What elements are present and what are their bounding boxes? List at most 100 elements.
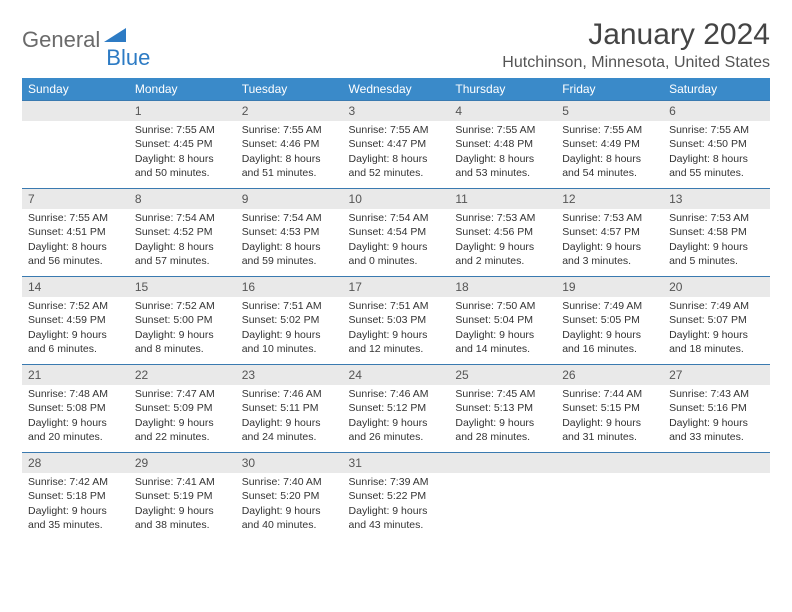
- day-details: Sunrise: 7:48 AMSunset: 5:08 PMDaylight:…: [22, 385, 129, 448]
- day-details: Sunrise: 7:54 AMSunset: 4:53 PMDaylight:…: [236, 209, 343, 272]
- day-number: 2: [236, 100, 343, 121]
- weekday-header: Tuesday: [236, 78, 343, 100]
- sunset-line: Sunset: 4:57 PM: [562, 225, 657, 239]
- daylight-line: Daylight: 9 hours and 10 minutes.: [242, 328, 337, 356]
- calendar-body: 1Sunrise: 7:55 AMSunset: 4:45 PMDaylight…: [22, 100, 770, 540]
- sunrise-line: Sunrise: 7:42 AM: [28, 475, 123, 489]
- day-number: [556, 452, 663, 473]
- daylight-line: Daylight: 9 hours and 31 minutes.: [562, 416, 657, 444]
- calendar-cell: 4Sunrise: 7:55 AMSunset: 4:48 PMDaylight…: [449, 100, 556, 188]
- logo: General Blue: [22, 18, 150, 62]
- day-number: 10: [343, 188, 450, 209]
- daylight-line: Daylight: 8 hours and 54 minutes.: [562, 152, 657, 180]
- daylight-line: Daylight: 9 hours and 8 minutes.: [135, 328, 230, 356]
- daylight-line: Daylight: 9 hours and 26 minutes.: [349, 416, 444, 444]
- calendar-cell: 29Sunrise: 7:41 AMSunset: 5:19 PMDayligh…: [129, 452, 236, 540]
- day-number: 24: [343, 364, 450, 385]
- month-title: January 2024: [502, 18, 770, 52]
- daylight-line: Daylight: 9 hours and 18 minutes.: [669, 328, 764, 356]
- day-details: Sunrise: 7:42 AMSunset: 5:18 PMDaylight:…: [22, 473, 129, 536]
- sunrise-line: Sunrise: 7:49 AM: [669, 299, 764, 313]
- daylight-line: Daylight: 9 hours and 12 minutes.: [349, 328, 444, 356]
- calendar-cell: 12Sunrise: 7:53 AMSunset: 4:57 PMDayligh…: [556, 188, 663, 276]
- day-number: [663, 452, 770, 473]
- day-number: 6: [663, 100, 770, 121]
- calendar-row: 7Sunrise: 7:55 AMSunset: 4:51 PMDaylight…: [22, 188, 770, 276]
- sunset-line: Sunset: 4:58 PM: [669, 225, 764, 239]
- daylight-line: Daylight: 9 hours and 20 minutes.: [28, 416, 123, 444]
- calendar-cell: 21Sunrise: 7:48 AMSunset: 5:08 PMDayligh…: [22, 364, 129, 452]
- day-details: [663, 473, 770, 479]
- calendar-cell: 24Sunrise: 7:46 AMSunset: 5:12 PMDayligh…: [343, 364, 450, 452]
- day-number: 30: [236, 452, 343, 473]
- day-number: 23: [236, 364, 343, 385]
- day-number: 8: [129, 188, 236, 209]
- day-number: 14: [22, 276, 129, 297]
- sunset-line: Sunset: 4:45 PM: [135, 137, 230, 151]
- daylight-line: Daylight: 9 hours and 35 minutes.: [28, 504, 123, 532]
- day-number: 1: [129, 100, 236, 121]
- calendar-cell: 23Sunrise: 7:46 AMSunset: 5:11 PMDayligh…: [236, 364, 343, 452]
- day-details: Sunrise: 7:53 AMSunset: 4:57 PMDaylight:…: [556, 209, 663, 272]
- calendar-cell: 25Sunrise: 7:45 AMSunset: 5:13 PMDayligh…: [449, 364, 556, 452]
- sunrise-line: Sunrise: 7:41 AM: [135, 475, 230, 489]
- sunset-line: Sunset: 4:52 PM: [135, 225, 230, 239]
- daylight-line: Daylight: 8 hours and 50 minutes.: [135, 152, 230, 180]
- daylight-line: Daylight: 8 hours and 55 minutes.: [669, 152, 764, 180]
- daylight-line: Daylight: 8 hours and 53 minutes.: [455, 152, 550, 180]
- day-number: 26: [556, 364, 663, 385]
- daylight-line: Daylight: 9 hours and 6 minutes.: [28, 328, 123, 356]
- day-number: 17: [343, 276, 450, 297]
- calendar-cell: 17Sunrise: 7:51 AMSunset: 5:03 PMDayligh…: [343, 276, 450, 364]
- sunrise-line: Sunrise: 7:53 AM: [455, 211, 550, 225]
- logo-text-general: General: [22, 27, 100, 53]
- calendar-cell: 27Sunrise: 7:43 AMSunset: 5:16 PMDayligh…: [663, 364, 770, 452]
- calendar-row: 14Sunrise: 7:52 AMSunset: 4:59 PMDayligh…: [22, 276, 770, 364]
- sunrise-line: Sunrise: 7:55 AM: [455, 123, 550, 137]
- sunset-line: Sunset: 5:04 PM: [455, 313, 550, 327]
- calendar-cell: 10Sunrise: 7:54 AMSunset: 4:54 PMDayligh…: [343, 188, 450, 276]
- title-block: January 2024 Hutchinson, Minnesota, Unit…: [502, 18, 770, 72]
- calendar-cell: 2Sunrise: 7:55 AMSunset: 4:46 PMDaylight…: [236, 100, 343, 188]
- day-details: [449, 473, 556, 479]
- day-details: Sunrise: 7:53 AMSunset: 4:58 PMDaylight:…: [663, 209, 770, 272]
- daylight-line: Daylight: 9 hours and 16 minutes.: [562, 328, 657, 356]
- calendar-cell: 16Sunrise: 7:51 AMSunset: 5:02 PMDayligh…: [236, 276, 343, 364]
- calendar-row: 21Sunrise: 7:48 AMSunset: 5:08 PMDayligh…: [22, 364, 770, 452]
- day-details: Sunrise: 7:47 AMSunset: 5:09 PMDaylight:…: [129, 385, 236, 448]
- day-number: 9: [236, 188, 343, 209]
- sunrise-line: Sunrise: 7:54 AM: [349, 211, 444, 225]
- day-details: Sunrise: 7:45 AMSunset: 5:13 PMDaylight:…: [449, 385, 556, 448]
- sunset-line: Sunset: 4:51 PM: [28, 225, 123, 239]
- weekday-header: Wednesday: [343, 78, 450, 100]
- sunrise-line: Sunrise: 7:55 AM: [242, 123, 337, 137]
- day-details: Sunrise: 7:49 AMSunset: 5:05 PMDaylight:…: [556, 297, 663, 360]
- day-number: 12: [556, 188, 663, 209]
- day-details: Sunrise: 7:49 AMSunset: 5:07 PMDaylight:…: [663, 297, 770, 360]
- day-details: Sunrise: 7:51 AMSunset: 5:02 PMDaylight:…: [236, 297, 343, 360]
- calendar-cell: 28Sunrise: 7:42 AMSunset: 5:18 PMDayligh…: [22, 452, 129, 540]
- day-number: 29: [129, 452, 236, 473]
- sunset-line: Sunset: 5:16 PM: [669, 401, 764, 415]
- sunset-line: Sunset: 5:00 PM: [135, 313, 230, 327]
- sunset-line: Sunset: 5:15 PM: [562, 401, 657, 415]
- day-number: 15: [129, 276, 236, 297]
- sunset-line: Sunset: 5:05 PM: [562, 313, 657, 327]
- day-number: [22, 100, 129, 121]
- day-number: 21: [22, 364, 129, 385]
- calendar-cell: [663, 452, 770, 540]
- calendar-cell: [22, 100, 129, 188]
- daylight-line: Daylight: 9 hours and 2 minutes.: [455, 240, 550, 268]
- sunrise-line: Sunrise: 7:49 AM: [562, 299, 657, 313]
- day-number: 7: [22, 188, 129, 209]
- daylight-line: Daylight: 9 hours and 38 minutes.: [135, 504, 230, 532]
- logo-triangle-icon: [104, 26, 126, 47]
- day-number: 16: [236, 276, 343, 297]
- day-details: Sunrise: 7:50 AMSunset: 5:04 PMDaylight:…: [449, 297, 556, 360]
- sunset-line: Sunset: 5:07 PM: [669, 313, 764, 327]
- calendar-cell: [449, 452, 556, 540]
- sunrise-line: Sunrise: 7:54 AM: [242, 211, 337, 225]
- calendar-cell: 1Sunrise: 7:55 AMSunset: 4:45 PMDaylight…: [129, 100, 236, 188]
- weekday-header: Friday: [556, 78, 663, 100]
- sunrise-line: Sunrise: 7:55 AM: [349, 123, 444, 137]
